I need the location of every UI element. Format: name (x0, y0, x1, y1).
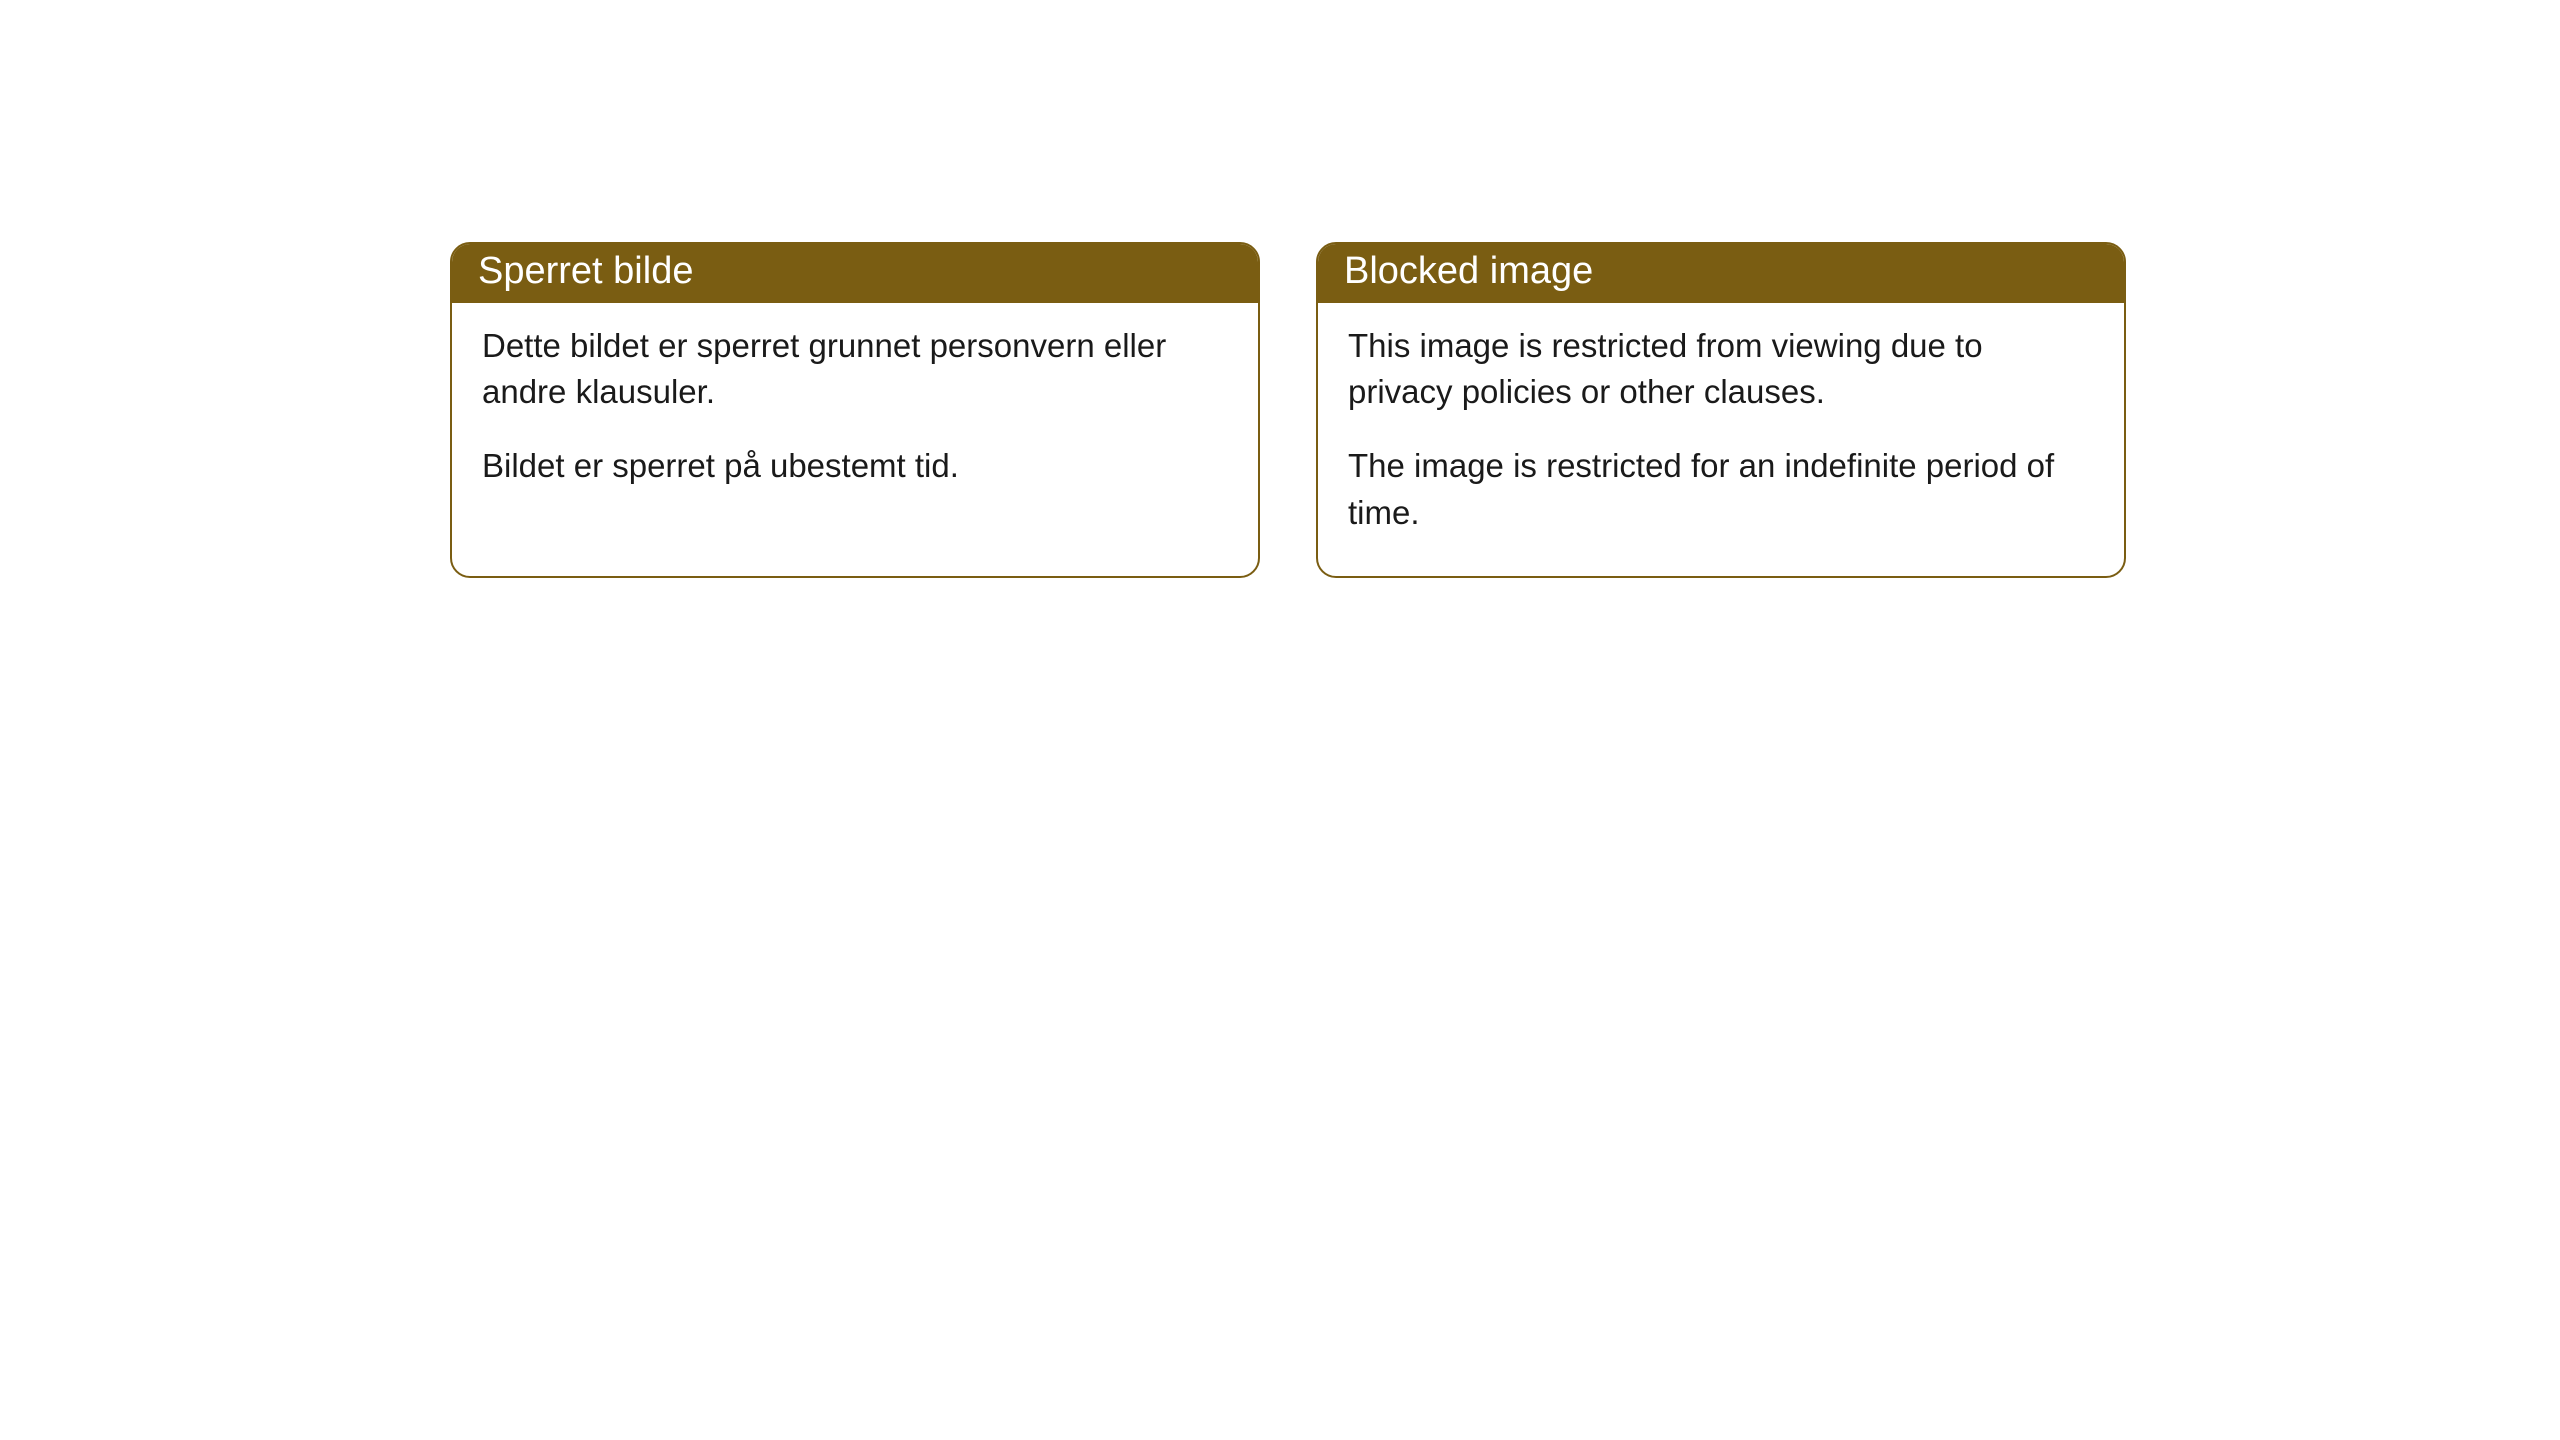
notice-text-english-1: This image is restricted from viewing du… (1348, 323, 2094, 415)
notice-text-norwegian-2: Bildet er sperret på ubestemt tid. (482, 443, 1228, 489)
notice-text-english-2: The image is restricted for an indefinit… (1348, 443, 2094, 535)
notice-body-norwegian: Dette bildet er sperret grunnet personve… (452, 303, 1258, 530)
notice-card-english: Blocked image This image is restricted f… (1316, 242, 2126, 578)
notice-card-norwegian: Sperret bilde Dette bildet er sperret gr… (450, 242, 1260, 578)
notice-header-english: Blocked image (1318, 244, 2124, 303)
notice-text-norwegian-1: Dette bildet er sperret grunnet personve… (482, 323, 1228, 415)
notice-body-english: This image is restricted from viewing du… (1318, 303, 2124, 576)
notice-header-norwegian: Sperret bilde (452, 244, 1258, 303)
notice-container: Sperret bilde Dette bildet er sperret gr… (450, 242, 2126, 578)
